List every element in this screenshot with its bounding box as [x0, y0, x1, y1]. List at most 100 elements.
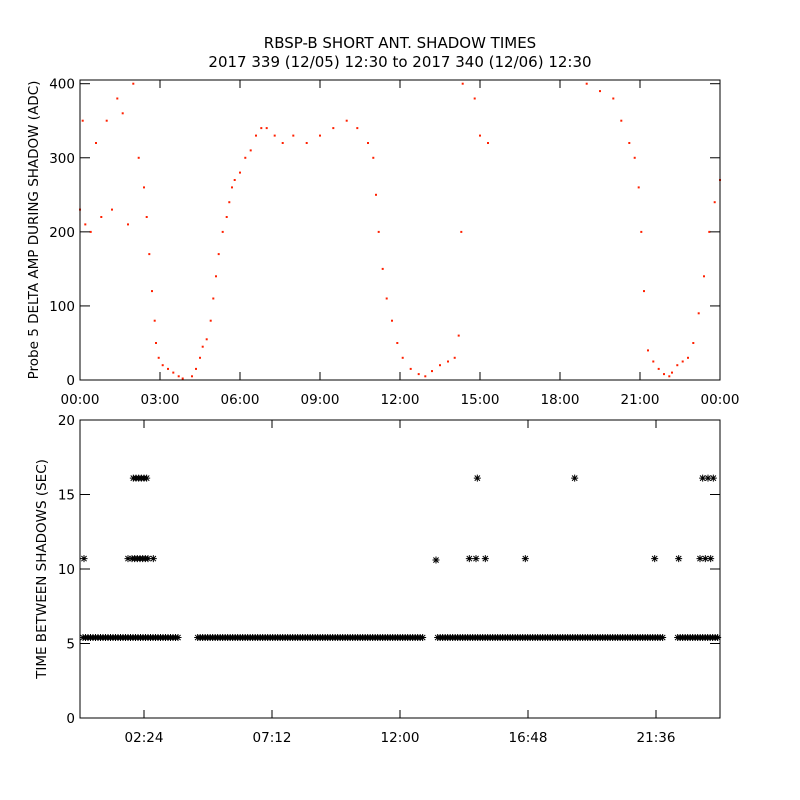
amplitude-point	[177, 375, 180, 378]
interval-point	[651, 555, 659, 563]
interval-point	[481, 555, 489, 563]
amplitude-point	[401, 356, 404, 359]
interval-point	[709, 474, 717, 482]
amplitude-point	[637, 186, 640, 189]
amplitude-point	[100, 216, 103, 218]
top-x-tick-label: 18:00	[541, 392, 580, 408]
amplitude-point	[431, 370, 433, 373]
amplitude-point	[391, 319, 393, 322]
interval-point	[701, 555, 709, 563]
amplitude-point	[212, 297, 215, 300]
amplitude-point	[612, 97, 615, 100]
interval-point	[675, 555, 683, 563]
top-x-ticks: 00:00 03:00 06:00 09:00 12:00 15:00 18:00 21:00…	[61, 80, 740, 408]
amplitude-point	[145, 216, 148, 218]
top-y-tick-label: 0	[66, 373, 75, 389]
amplitude-point	[417, 373, 420, 376]
bottom-x-ticks: 02:24 07:12 12:00 16:48 21:36	[125, 420, 676, 746]
amplitude-point	[143, 186, 145, 189]
amplitude-point	[95, 142, 97, 144]
amplitude-point	[89, 230, 92, 233]
amplitude-point	[249, 149, 252, 152]
interval-point	[571, 474, 579, 482]
amplitude-point	[215, 275, 217, 278]
amplitude-point	[195, 367, 197, 370]
amplitude-point	[381, 267, 384, 270]
top-y-axis-label: Probe 5 DELTA AMP DURING SHADOW (ADC)	[26, 81, 42, 380]
amplitude-point	[460, 230, 463, 233]
amplitude-point	[647, 349, 649, 352]
amplitude-point	[487, 142, 489, 144]
top-plot-frame	[79, 79, 721, 381]
amplitude-point	[244, 156, 247, 159]
interval-baseline-marker	[419, 634, 427, 642]
amplitude-point	[292, 134, 295, 137]
top-panel: 00:00 03:00 06:00 09:00 12:00 15:00 18:00 21:00…	[26, 77, 739, 408]
amplitude-point	[84, 223, 87, 226]
amplitude-point	[671, 371, 673, 374]
amplitude-point	[461, 82, 464, 85]
amplitude-point	[708, 230, 711, 233]
amplitude-point	[640, 230, 643, 233]
bottom-x-tick-label: 12:00	[381, 730, 420, 746]
amplitude-point	[233, 179, 236, 181]
interval-point	[144, 555, 152, 563]
amplitude-point	[151, 290, 153, 293]
amplitude-point	[453, 356, 456, 359]
chart-title: RBSP-B SHORT ANT. SHADOW TIMES	[264, 34, 536, 52]
amplitude-point	[281, 142, 284, 144]
interval-baseline-markers	[79, 634, 722, 642]
top-y-tick-label: 200	[49, 225, 75, 241]
amplitude-point	[127, 223, 129, 226]
amplitude-point	[447, 360, 449, 363]
amplitude-point	[161, 364, 164, 367]
amplitude-point	[628, 142, 631, 144]
amplitude-point	[231, 186, 233, 189]
amplitude-point	[305, 142, 308, 144]
amplitude-point	[153, 319, 156, 322]
amplitude-point	[217, 253, 220, 256]
amplitude-point	[620, 119, 623, 122]
amplitude-point	[255, 134, 257, 137]
interval-point	[432, 556, 440, 564]
amplitude-point	[116, 97, 119, 100]
amplitude-point	[81, 119, 84, 122]
amplitude-point	[111, 208, 113, 211]
amplitude-point	[479, 134, 481, 137]
amplitude-point	[172, 371, 175, 374]
amplitude-point	[209, 319, 212, 322]
amplitude-point	[643, 290, 645, 293]
bottom-x-tick-label: 07:12	[253, 730, 292, 746]
amplitude-point	[121, 112, 124, 115]
amplitude-point	[132, 82, 135, 85]
bottom-plot-frame	[79, 419, 721, 719]
top-x-tick-label: 21:00	[621, 392, 660, 408]
top-x-tick-label: 00:00	[701, 392, 740, 408]
interval-point	[465, 555, 473, 563]
interval-baseline-marker	[659, 634, 667, 642]
amplitude-point	[652, 360, 655, 363]
interval-point	[707, 555, 715, 563]
amplitude-point	[439, 364, 441, 367]
interval-baseline-marker	[174, 634, 182, 642]
amplitude-point	[199, 356, 201, 359]
interval-point	[149, 555, 157, 563]
bottom-x-tick-label: 02:24	[125, 730, 164, 746]
bottom-x-tick-label: 16:48	[509, 730, 548, 746]
amplitude-point	[201, 345, 204, 348]
interval-point	[472, 555, 480, 563]
amplitude-points	[79, 82, 721, 380]
amplitude-point	[385, 297, 388, 300]
amplitude-point	[356, 127, 359, 130]
amplitude-point	[409, 367, 412, 370]
bottom-x-tick-label: 21:36	[637, 730, 676, 746]
amplitude-point	[692, 342, 695, 344]
amplitude-point	[148, 253, 151, 256]
amplitude-point	[375, 193, 377, 196]
amplitude-point	[681, 360, 684, 363]
amplitude-point	[377, 230, 380, 233]
amplitude-point	[105, 119, 108, 122]
amplitude-point	[137, 156, 140, 159]
amplitude-point	[319, 134, 321, 137]
